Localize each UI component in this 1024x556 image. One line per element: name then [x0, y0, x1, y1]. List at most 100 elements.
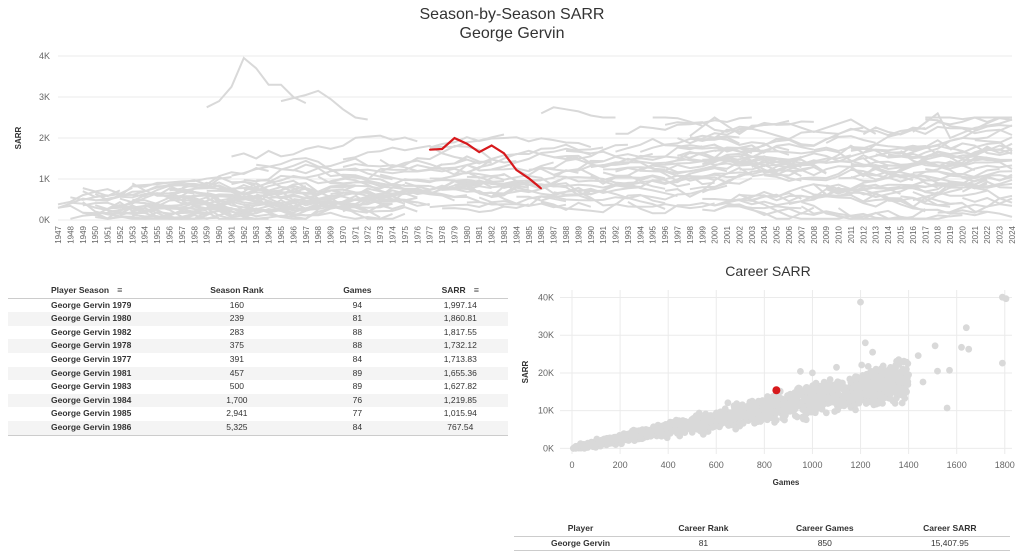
- scatter-point: [893, 357, 900, 365]
- scatter-point: [881, 386, 888, 394]
- background-series-line: [256, 157, 369, 172]
- scatter-point: [833, 383, 840, 390]
- cell-games: 89: [352, 381, 363, 392]
- background-series-line: [380, 163, 480, 176]
- background-series-line: [540, 106, 616, 119]
- x-tick-label: 2008: [810, 225, 819, 243]
- scatter-point: [713, 411, 721, 419]
- x-tick-label: 2009: [822, 225, 831, 243]
- x-tick-label: 2006: [785, 225, 794, 243]
- scatter-point: [739, 419, 747, 427]
- table-row[interactable]: George Gervin 1978 375 88 1,732.12: [8, 339, 508, 353]
- background-series-line: [912, 111, 1013, 140]
- x-tick-label: 1960: [215, 225, 224, 243]
- background-series-line: [317, 175, 492, 192]
- scatter-point: [581, 444, 588, 452]
- cell-sarr: 1,997.14: [443, 299, 477, 310]
- scatter-point: [786, 406, 793, 414]
- x-tick-label: 1981: [475, 225, 484, 243]
- scatter-point: [700, 417, 708, 425]
- background-series-line: [553, 181, 666, 196]
- scatter-point: [592, 441, 600, 449]
- x-tick-label: 1999: [698, 225, 707, 243]
- table-row[interactable]: George Gervin 1983 500 89 1,627.82: [8, 380, 508, 394]
- scatter-point: [852, 406, 859, 414]
- scatter-chart-title: Career SARR: [725, 263, 811, 279]
- x-tick-label: 1994: [636, 225, 645, 243]
- background-series-line: [70, 202, 207, 220]
- career-scatter-chart[interactable]: 0 200 400 600 800 1000 1200 1400 1600 1800 0K 10K 20…: [512, 282, 1024, 492]
- background-series-line: [825, 135, 876, 144]
- table-row[interactable]: George Gervin 81 850 15,407.95: [514, 536, 1010, 552]
- background-series-line: [82, 206, 133, 215]
- x-tick-label: 1996: [661, 225, 670, 243]
- background-series-line: [714, 148, 889, 168]
- x-tick-label: 2020: [958, 225, 967, 243]
- x-tick-label: 1000: [802, 460, 822, 470]
- x-tick-label: 2016: [909, 225, 918, 243]
- x-tick-label: 1969: [327, 225, 336, 243]
- background-series-line: [738, 143, 814, 159]
- x-tick-label: 2014: [884, 225, 893, 243]
- x-tick-label: 1948: [66, 225, 75, 243]
- x-tick-label: 2024: [1008, 225, 1017, 243]
- y-tick-label: 0K: [39, 215, 50, 225]
- background-series-line: [862, 125, 1013, 136]
- background-series-line: [627, 188, 839, 215]
- scatter-point: [901, 395, 909, 402]
- scatter-point: [809, 369, 816, 377]
- x-tick-label: 2015: [896, 225, 905, 243]
- background-series-line: [355, 196, 418, 209]
- x-tick-label: 1972: [364, 225, 373, 243]
- sort-icon[interactable]: ≡: [117, 285, 123, 295]
- scatter-point: [751, 419, 758, 427]
- col-header-career-sarr: Career SARR: [889, 522, 1010, 537]
- scatter-point: [900, 367, 907, 375]
- scatter-point: [806, 389, 814, 397]
- background-series-group: [57, 56, 1013, 220]
- table-row[interactable]: George Gervin 1979 160 94 1,997.14: [8, 298, 508, 312]
- background-series-line: [479, 191, 592, 205]
- scatter-point: [858, 361, 866, 369]
- col-header-career-rank: Career Rank: [647, 522, 760, 537]
- scatter-point: [618, 440, 625, 448]
- cell-sarr: 1,015.94: [443, 408, 477, 419]
- table-row[interactable]: George Gervin 1986 5,325 84 767.54: [8, 420, 508, 436]
- background-series-line: [949, 157, 1013, 167]
- y-tick-label: 1K: [39, 174, 50, 184]
- background-series-line: [466, 179, 666, 207]
- x-tick-label: 1600: [947, 460, 967, 470]
- sort-icon[interactable]: ≡: [473, 285, 479, 295]
- x-tick-label: 1954: [141, 225, 150, 243]
- scatter-point: [855, 399, 863, 407]
- table-row[interactable]: George Gervin 1977 391 84 1,713.83: [8, 353, 508, 367]
- table-row[interactable]: George Gervin 1981 457 89 1,655.36: [8, 366, 508, 381]
- background-series-line: [540, 201, 715, 214]
- scatter-point: [799, 413, 806, 421]
- x-tick-label: 2021: [971, 225, 980, 243]
- table-row[interactable]: George Gervin 1985 2,941 77 1,015.94: [8, 407, 508, 421]
- x-tick-label: 2018: [934, 225, 943, 243]
- background-series-line: [429, 133, 505, 149]
- x-tick-label: 1978: [438, 225, 447, 243]
- highlight-series-line: [429, 136, 542, 190]
- background-series-line: [491, 147, 592, 171]
- scatter-point: [846, 397, 854, 404]
- x-tick-label: 1965: [277, 225, 286, 243]
- x-tick-label: 1971: [351, 225, 360, 243]
- background-series-line: [553, 145, 703, 165]
- table-row[interactable]: George Gervin 1982 283 88 1,817.55: [8, 326, 508, 340]
- background-series-line: [206, 56, 307, 109]
- scatter-point: [781, 416, 788, 424]
- scatter-point: [999, 359, 1006, 367]
- x-tick-label: 1984: [512, 225, 521, 243]
- x-tick-label: 1991: [599, 225, 608, 243]
- scatter-point: [765, 410, 773, 418]
- scatter-point: [861, 339, 869, 347]
- cell-player-season: George Gervin 1982: [51, 326, 132, 337]
- table-row[interactable]: George Gervin 1984 1,700 76 1,219.85: [8, 393, 508, 408]
- scatter-point: [671, 421, 679, 429]
- scatter-point: [1002, 295, 1010, 303]
- table-row[interactable]: George Gervin 1980 239 81 1,860.81: [8, 312, 508, 326]
